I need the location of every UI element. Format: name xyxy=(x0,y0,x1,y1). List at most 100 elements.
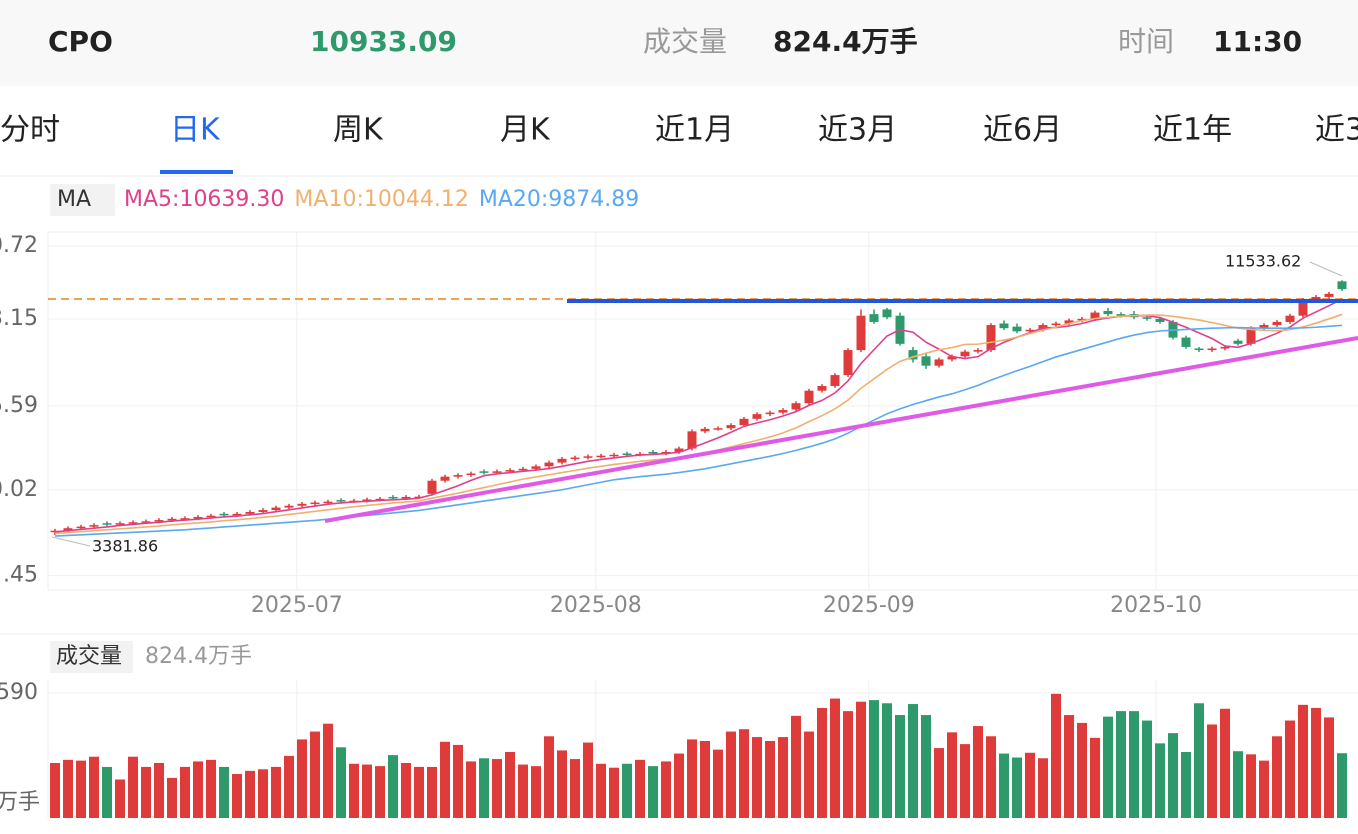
candle-body xyxy=(544,462,554,467)
annotation-leader xyxy=(51,536,91,547)
volume-bar xyxy=(973,726,983,818)
candle-body xyxy=(583,456,593,458)
x-tick-label: 2025-10 xyxy=(1110,593,1202,618)
low-annotation: 3381.86 xyxy=(92,537,158,556)
volume-bar xyxy=(505,751,515,818)
volume-bar xyxy=(167,777,177,818)
volume-bar xyxy=(869,700,879,818)
ma-line xyxy=(54,324,1343,537)
candle-body xyxy=(986,325,996,351)
volume-label: 成交量 xyxy=(643,25,727,58)
candle-body xyxy=(1051,323,1061,326)
volume-bar xyxy=(609,767,619,818)
volume-unit: 万手 xyxy=(0,790,40,815)
volume-box xyxy=(50,641,133,673)
volume-bar xyxy=(1077,722,1087,818)
candle-body xyxy=(700,428,710,432)
tab[interactable]: 周K xyxy=(333,113,384,148)
candle-body xyxy=(648,451,658,454)
tab[interactable]: 近6月 xyxy=(983,113,1062,148)
candle-body xyxy=(193,516,203,519)
volume-value: 824.4万手 xyxy=(145,644,252,669)
candle-body xyxy=(973,350,983,352)
volume-bar xyxy=(401,762,411,818)
volume-bar xyxy=(1064,715,1074,818)
volume-bar xyxy=(674,753,684,818)
candle-body xyxy=(440,476,450,481)
x-tick-label: 2025-09 xyxy=(823,593,915,618)
tab[interactable]: 近3月 xyxy=(818,113,897,148)
candle-body xyxy=(1181,337,1191,347)
volume-bar xyxy=(492,759,502,818)
candle-body xyxy=(375,498,385,501)
volume-bar xyxy=(921,715,931,818)
volume-title: 成交量 xyxy=(56,644,122,669)
candle-body xyxy=(102,523,112,525)
ma-box xyxy=(50,184,115,216)
volume-bar xyxy=(453,744,463,818)
candle-body xyxy=(687,431,697,449)
symbol: CPO xyxy=(48,25,113,58)
volume-bar xyxy=(232,773,242,818)
volume-bar xyxy=(817,707,827,818)
candle-body xyxy=(1324,293,1334,297)
volume-bar xyxy=(102,766,112,818)
volume-bar xyxy=(570,759,580,818)
tab[interactable]: 月K xyxy=(500,113,551,148)
candle-body xyxy=(336,500,346,502)
candle-body xyxy=(765,412,775,415)
candle-body xyxy=(310,502,320,505)
volume-bar xyxy=(219,766,229,818)
volume-bar xyxy=(1142,720,1152,818)
tab[interactable]: 近3 xyxy=(1315,113,1358,148)
volume-bar xyxy=(726,731,736,818)
volume-bar xyxy=(323,723,333,818)
ma-line xyxy=(54,313,1343,535)
volume-bar xyxy=(791,715,801,818)
candle-body xyxy=(947,356,957,360)
y-tick-label: 0.72 xyxy=(0,233,38,258)
tab[interactable]: 近1月 xyxy=(655,113,734,148)
candle-body xyxy=(479,471,489,473)
volume-bar xyxy=(1168,733,1178,818)
candle-body xyxy=(323,501,333,504)
volume-bar xyxy=(635,759,645,818)
candle-body xyxy=(1272,321,1282,326)
legend-entry: MA10:10044.12 xyxy=(294,187,468,212)
price: 10933.09 xyxy=(310,25,457,58)
tab[interactable]: 日K xyxy=(170,113,221,148)
volume-bar xyxy=(1038,758,1048,818)
volume-bar xyxy=(1337,753,1347,818)
candle-body xyxy=(1012,326,1022,332)
y-tick-label: 0.02 xyxy=(0,477,38,502)
volume-bar xyxy=(908,704,918,818)
volume-bar xyxy=(1116,711,1126,818)
candle-body xyxy=(167,518,177,521)
volume-bar xyxy=(895,715,905,818)
x-tick-label: 2025-07 xyxy=(251,593,343,618)
candle-body xyxy=(1207,348,1217,351)
tab[interactable]: 近1年 xyxy=(1153,113,1232,148)
candle-body xyxy=(557,458,567,463)
volume-bar xyxy=(830,698,840,818)
volume-bar xyxy=(258,769,268,818)
volume-bar xyxy=(1155,743,1165,818)
tab[interactable]: 分时 xyxy=(0,113,60,148)
volume-bar xyxy=(648,766,658,818)
volume-bar xyxy=(765,740,775,818)
candle-body xyxy=(76,526,86,529)
candle-body xyxy=(817,386,827,391)
legend-entry: MA5:10639.30 xyxy=(124,187,284,212)
volume-bar xyxy=(154,762,164,818)
volume-value: 824.4万手 xyxy=(773,25,918,58)
time-label: 时间 xyxy=(1118,25,1174,58)
candle-body xyxy=(1155,318,1165,322)
candle-body xyxy=(843,350,853,376)
candle-body xyxy=(1142,317,1152,319)
candle-body xyxy=(622,453,632,456)
candle-body xyxy=(427,480,437,494)
ma-line xyxy=(54,298,1343,533)
header-bg xyxy=(0,0,1358,86)
volume-bar xyxy=(583,742,593,818)
candle-body xyxy=(466,473,476,476)
